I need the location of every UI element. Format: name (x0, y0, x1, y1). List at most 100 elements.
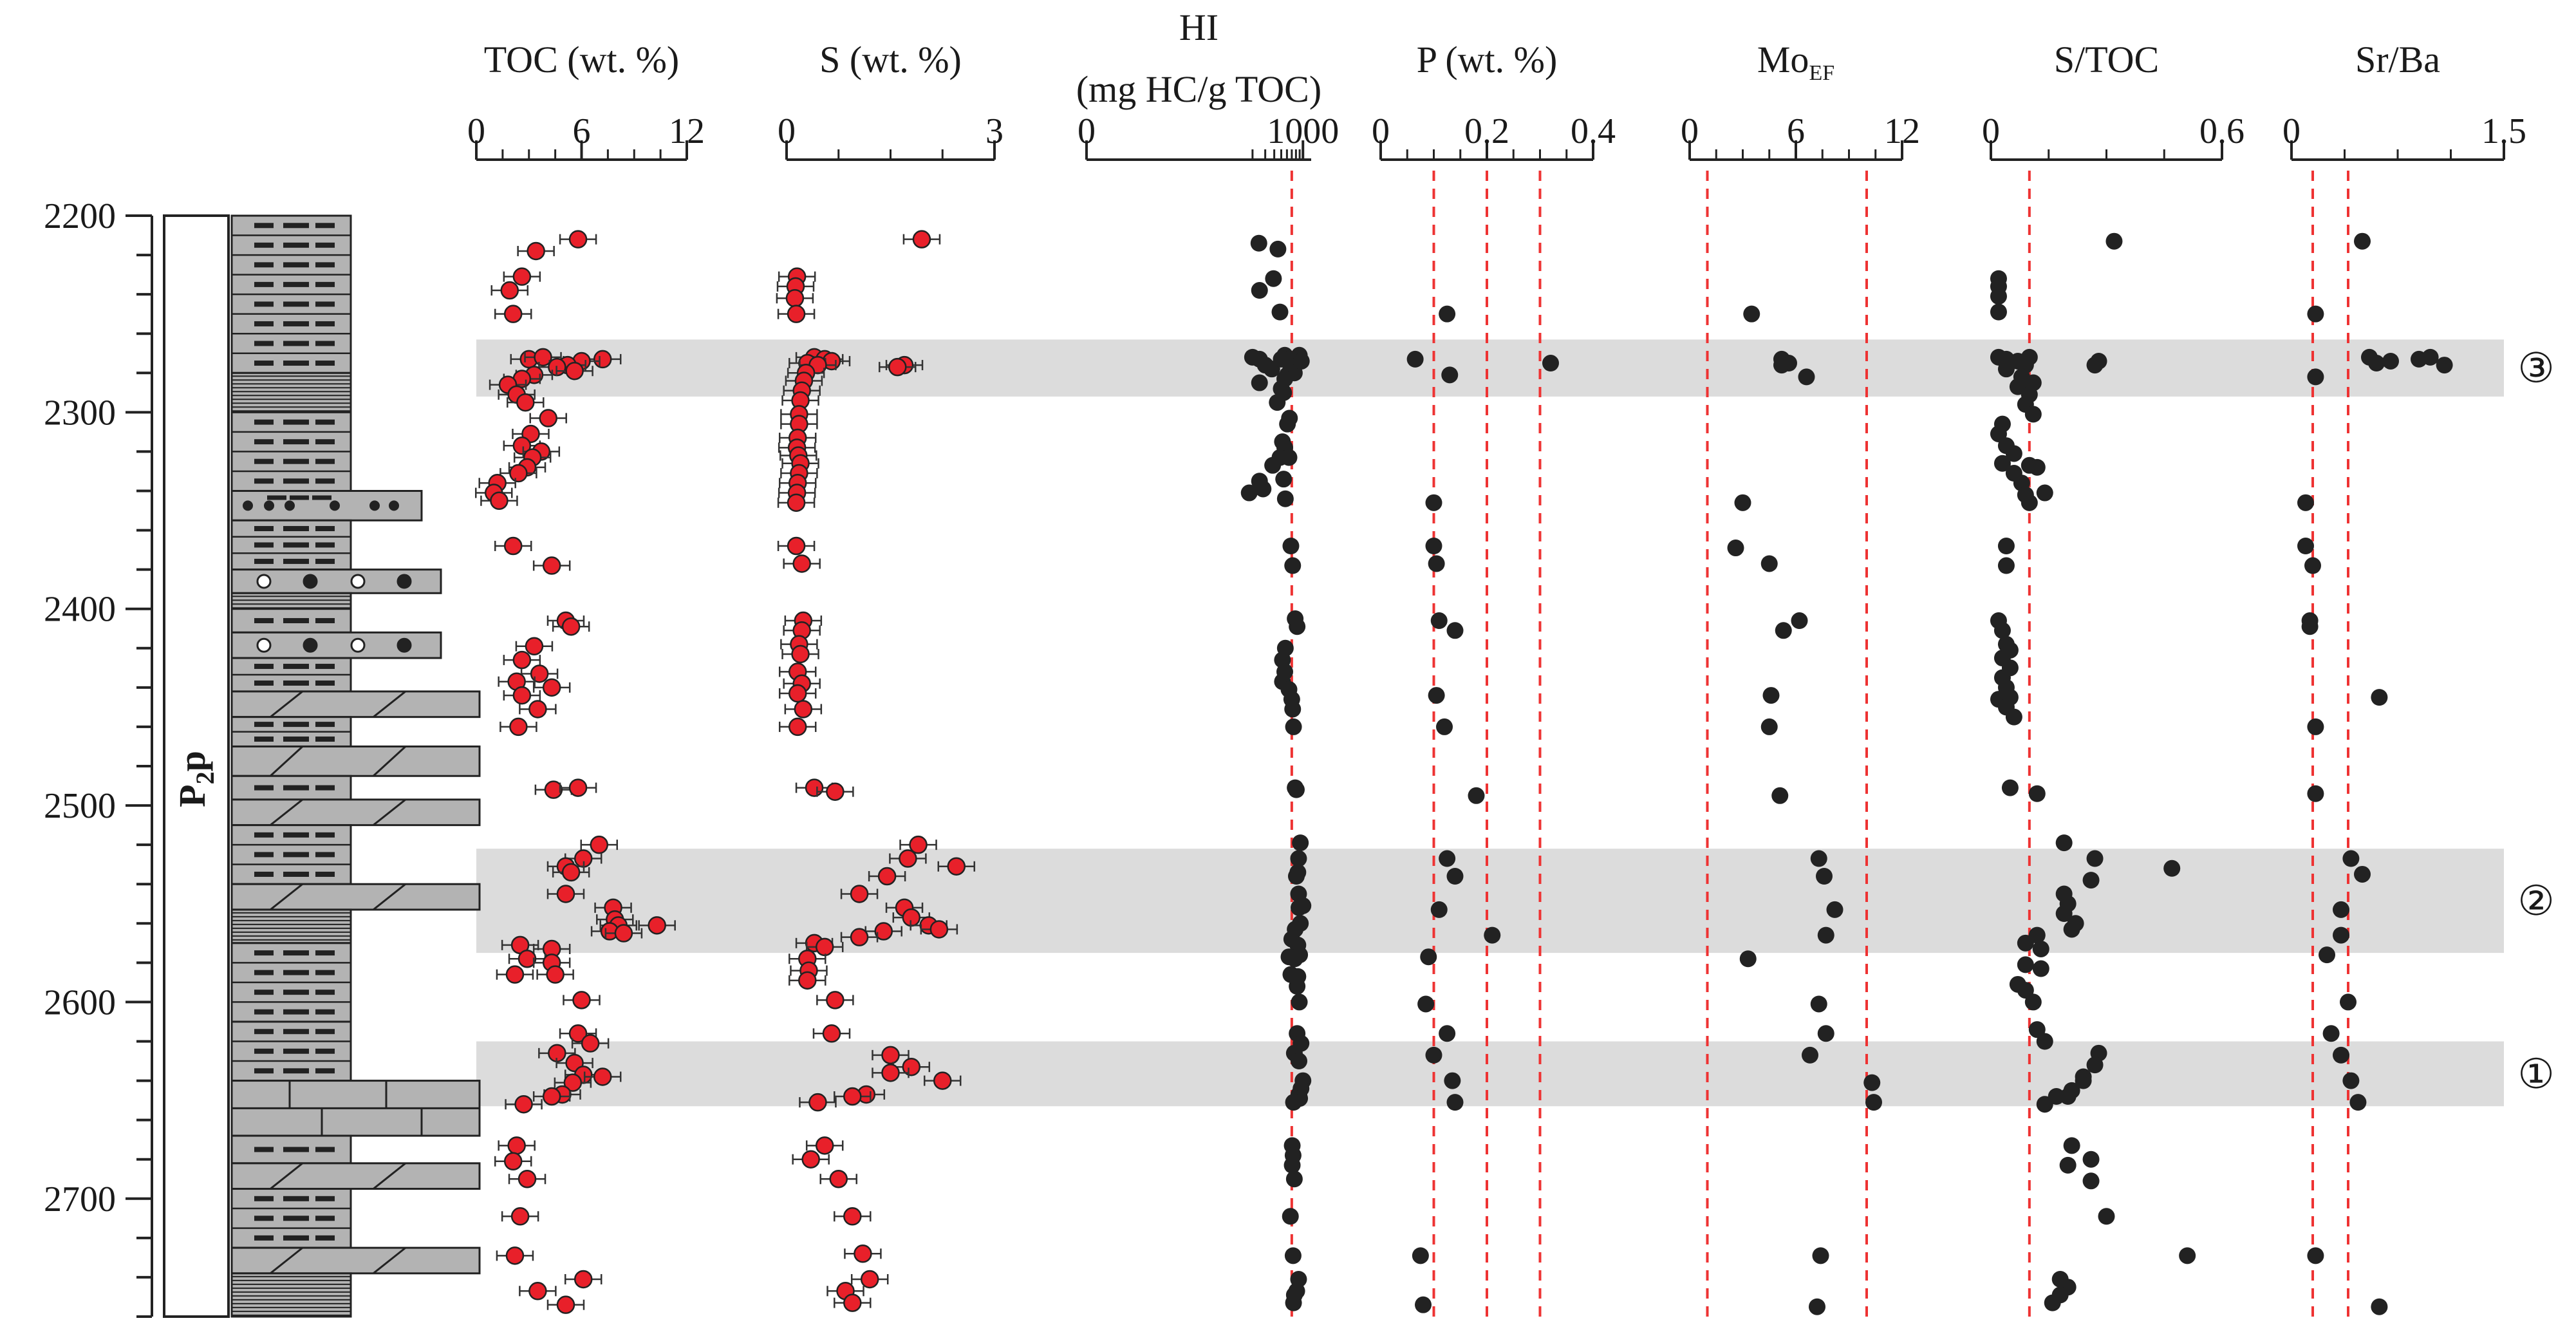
data-point (2024, 993, 2042, 1011)
data-point (509, 717, 528, 737)
data-point (1990, 303, 2007, 321)
data-point-with-errorbar (850, 1270, 889, 1289)
mudstone-dash (283, 1147, 309, 1152)
data-point (2307, 1247, 2324, 1264)
mudstone-dash (254, 618, 274, 624)
data-point-with-errorbar (494, 305, 532, 323)
data-point (1990, 425, 2007, 442)
data-point (1727, 540, 1744, 557)
data-point (1430, 612, 1448, 630)
mudstone-dash (315, 618, 335, 624)
oolite-symbol (397, 574, 412, 589)
mudstone-dash (283, 1029, 309, 1035)
mudstone-dash (283, 526, 309, 532)
x-tick-label: 0 (1078, 111, 1096, 151)
dot-symbol (285, 500, 295, 511)
data-point (509, 464, 528, 483)
data-point-with-errorbar (532, 678, 571, 697)
mudstone-dash (254, 1048, 274, 1054)
data-point-with-errorbar (538, 1044, 576, 1063)
mudstone-dash (315, 1216, 335, 1221)
x-tick-label: 1000 (1267, 111, 1339, 151)
data-point (500, 281, 519, 300)
data-point-with-errorbar (501, 935, 539, 955)
data-point (1417, 995, 1435, 1013)
mudstone-dash (254, 680, 274, 686)
data-point-with-errorbar (780, 415, 818, 433)
mudstone-dash (283, 852, 309, 858)
data-point (1762, 687, 1780, 704)
data-point (2422, 348, 2439, 366)
mudstone-dash (283, 439, 309, 445)
unit-label-main: P (171, 784, 213, 807)
data-point (2304, 557, 2321, 574)
data-point (805, 778, 824, 797)
data-point (581, 1034, 600, 1053)
data-point (1993, 622, 2011, 639)
data-point (2340, 993, 2357, 1011)
data-point (1287, 868, 1305, 885)
data-point (1291, 899, 1308, 916)
data-point (2163, 859, 2181, 877)
limestone-slash (373, 798, 406, 826)
panel-header: MoEF (1757, 39, 1834, 85)
data-point (2028, 458, 2046, 476)
data-point-with-errorbar (840, 928, 879, 946)
data-point (542, 678, 561, 697)
mudstone-dash (315, 1147, 335, 1152)
data-point (530, 664, 549, 683)
data-point (1441, 366, 1459, 384)
data-point (2082, 1150, 2100, 1168)
data-point (785, 289, 805, 308)
data-point (2005, 708, 2022, 726)
band-marker-label: ③ (2517, 346, 2554, 391)
data-point-with-errorbar (812, 1024, 851, 1043)
data-point (2017, 934, 2034, 952)
data-point (1284, 557, 1302, 574)
data-point (2024, 406, 2042, 423)
mudstone-dash (254, 664, 274, 670)
data-point (2307, 785, 2324, 802)
depth-tick-label: 2400 (44, 590, 116, 630)
data-point-with-errorbar (546, 885, 585, 903)
data-point (2371, 689, 2388, 706)
data-point (1284, 700, 1302, 718)
data-point (854, 1244, 872, 1263)
limestone-slash (270, 690, 303, 718)
mudstone-dash (312, 495, 331, 500)
unit-label-sub: 2 (191, 771, 219, 784)
oolite-symbol (303, 637, 318, 653)
mudstone-dash (283, 478, 309, 484)
data-point-with-errorbar (501, 1207, 539, 1226)
data-point-with-errorbar (816, 782, 854, 801)
data-point-with-errorbar (872, 1046, 910, 1065)
mudstone-dash (254, 970, 274, 975)
mudstone-dash (254, 1009, 274, 1015)
x-tick-label: 0 (1372, 111, 1390, 151)
data-point-with-errorbar (515, 637, 554, 655)
mudstone-dash (283, 419, 309, 425)
mudstone-dash (315, 871, 335, 877)
mudstone-dash (254, 558, 274, 564)
mudstone-dash (315, 262, 335, 268)
data-point (1420, 948, 1437, 966)
data-point (1990, 288, 2007, 305)
data-point (1997, 361, 2015, 378)
data-point-with-errorbar (777, 536, 816, 556)
data-point (1240, 484, 1258, 502)
band-marker-label: ② (2517, 878, 2554, 924)
data-point (2086, 357, 2104, 374)
data-point (2342, 850, 2360, 867)
data-point (1283, 1156, 1301, 1174)
data-point (2082, 872, 2100, 889)
data-point (788, 717, 807, 737)
panel-header: S/TOC (2054, 39, 2159, 80)
mudstone-dash (290, 495, 309, 500)
mudstone-dash (315, 852, 335, 858)
data-point (822, 1024, 841, 1043)
data-point-with-errorbar (776, 289, 814, 308)
data-point (1425, 1046, 1442, 1064)
data-point (534, 348, 552, 367)
data-point (1430, 901, 1448, 918)
data-point-with-errorbar (868, 867, 906, 886)
